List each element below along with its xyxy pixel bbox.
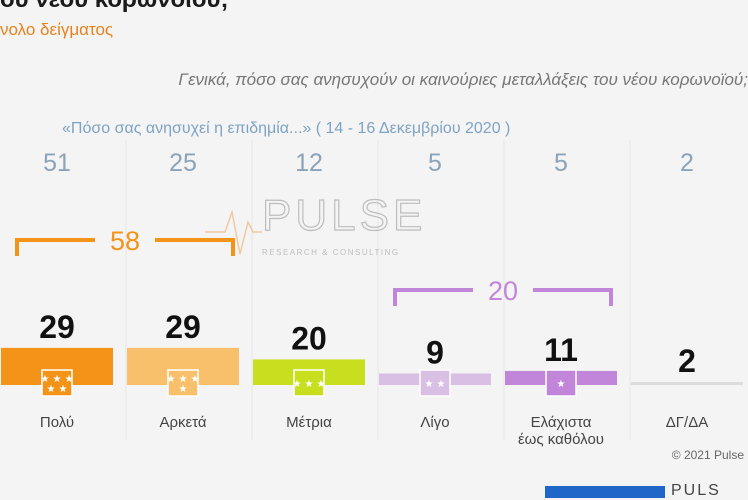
category-label: ΔΓ/ΔΑ — [666, 414, 708, 431]
category-label: Λίγο — [420, 414, 449, 431]
star-icon: ★ — [167, 374, 176, 385]
bar-value-label: 9 — [426, 334, 444, 370]
bar — [631, 382, 743, 385]
bar-value-label: 2 — [678, 343, 696, 379]
chart-subtitle: νολο δείγματος — [0, 20, 114, 39]
star-icon: ★ — [293, 379, 302, 390]
watermark-brand: PULSE — [262, 191, 426, 240]
previous-value-label: 5 — [428, 149, 442, 177]
category-label: Αρκετά — [159, 414, 206, 431]
pulse-watermark: PULSE RESEARCH & CONSULTING — [205, 190, 426, 257]
bar-value-label: 29 — [165, 309, 201, 345]
star-icon: ★ — [65, 374, 74, 385]
footer-brand: PULS — [671, 482, 721, 499]
bars — [1, 347, 743, 385]
star-rating-icon — [545, 369, 577, 397]
group-brackets: 58 20 — [15, 226, 613, 306]
previous-value-label: 51 — [43, 149, 71, 177]
previous-value-label: 5 — [554, 149, 568, 177]
star-icon: ★ — [317, 379, 326, 390]
category-label: έως καθόλου — [518, 431, 604, 448]
star-icon: ★ — [191, 374, 200, 385]
star-icons: ★ ★ ★★ ★★ ★ ★★ ★ ★ ★ ★ ★ ★ — [41, 369, 577, 397]
star-rating-icon — [41, 369, 73, 397]
star-icon: ★ — [557, 379, 566, 390]
category-label: Μέτρια — [286, 414, 332, 431]
previous-value-label: 2 — [680, 149, 694, 177]
star-rating-icon — [419, 369, 451, 397]
group-total-label: 58 — [110, 226, 140, 256]
star-icon: ★ — [59, 384, 68, 395]
watermark-pulse-line-icon — [205, 209, 262, 255]
star-icon: ★ — [179, 374, 188, 385]
star-icon: ★ — [437, 379, 446, 390]
question-text: Γενικά, πόσο σας ανησυχούν οι καινούριες… — [178, 70, 748, 89]
previous-values: 51 25 12 5 5 2 — [43, 149, 694, 177]
partner-logo — [545, 486, 665, 498]
star-icon: ★ — [41, 374, 50, 385]
bar-value-label: 20 — [291, 320, 327, 356]
bar-value-label: 11 — [544, 332, 578, 368]
star-icon: ★ — [179, 384, 188, 395]
star-icon: ★ — [47, 384, 56, 395]
footer-logos: PULS — [545, 482, 748, 499]
previous-value-label: 12 — [295, 149, 323, 177]
category-label: Πολύ — [40, 414, 74, 431]
group-bracket-right — [533, 288, 613, 306]
star-icon: ★ — [425, 379, 434, 390]
star-rating-icon — [167, 369, 199, 397]
category-label: Ελάχιστα — [531, 414, 592, 431]
group-bracket-right — [155, 238, 235, 256]
group-bracket-left — [393, 288, 473, 306]
bar-value-label: 29 — [39, 309, 75, 345]
group-bracket-left — [15, 238, 95, 256]
chart-title: ου νέου κορωνοϊού; — [0, 0, 228, 14]
copyright: © 2021 Pulse — [671, 448, 744, 462]
star-icon: ★ — [53, 374, 62, 385]
column-dividers — [125, 140, 631, 440]
star-rating-icon — [293, 369, 325, 397]
previous-value-label: 25 — [169, 149, 197, 177]
watermark-tagline: RESEARCH & CONSULTING — [262, 248, 400, 257]
previous-survey-label: «Πόσο σας ανησυχεί η επιδημία...» ( 14 -… — [62, 120, 511, 137]
value-labels: 29 29 20 9 11 2 — [39, 309, 696, 379]
star-icon: ★ — [305, 379, 314, 390]
group-total-label: 20 — [488, 276, 518, 306]
